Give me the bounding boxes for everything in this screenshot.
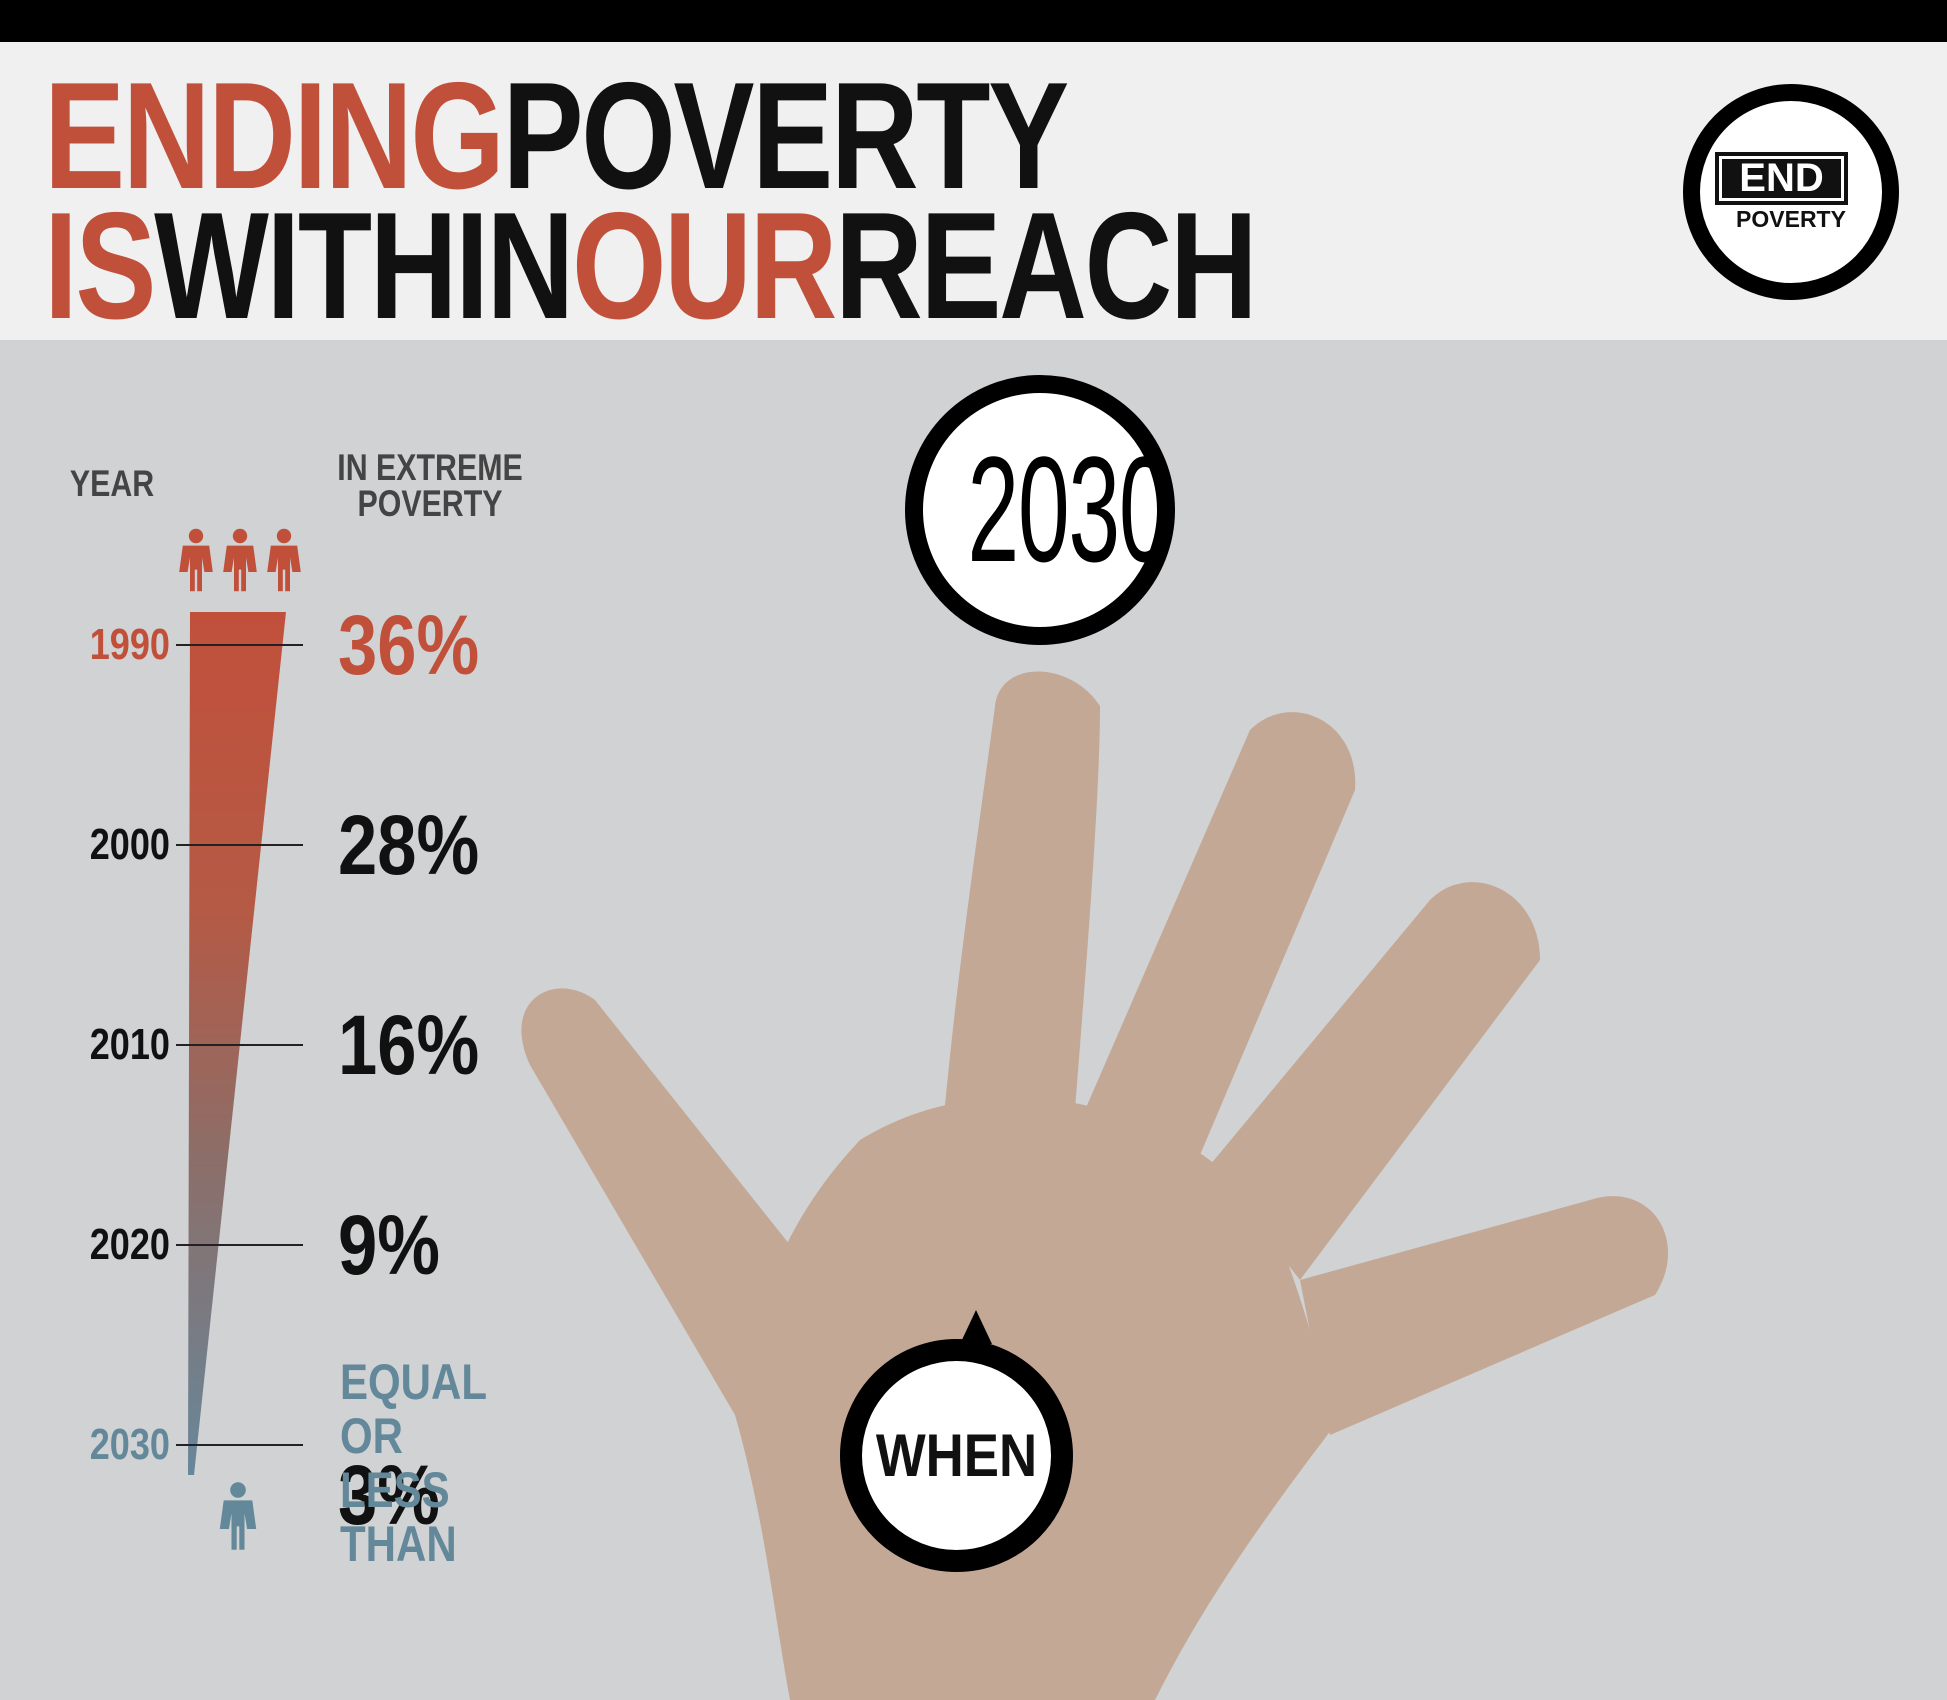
value-label-2030: 3% [338,1448,440,1542]
open-hand-illustration [521,671,1669,1700]
end-poverty-logo: END POVERTY [1683,84,1899,300]
title-line-1: ENDINGPOVERTY [44,60,1069,212]
three-people-icon-1 [179,528,213,592]
target-year-text: 2030 [967,425,1170,593]
when-text: WHEN [875,1422,1038,1489]
value-label-2010: 16% [338,998,480,1092]
hand-thumb [521,988,880,1415]
when-badge: WHEN [840,1339,1073,1572]
title-line-1-word-1: ENDING [44,51,505,221]
logo-end-text: END [1715,152,1848,205]
finger-index [945,671,1100,1110]
value-label-2000: 28% [338,798,480,892]
title-line-2-word-4: REACH [834,181,1258,351]
poverty-wedge [188,612,286,1475]
note-2030: EQUAL OR LESS THAN [340,1354,487,1572]
poverty-wedge-chart [176,612,303,1475]
title-line-2-word-2: WITHIN [154,181,574,351]
year-label-2030: 2030 [89,1420,170,1469]
finger-middle [1085,712,1356,1155]
value-label-2020: 9% [338,1198,440,1292]
title-line-2: ISWITHINOURREACH [44,190,1258,342]
year-label-1990: 1990 [89,620,170,669]
three-people-icon-2 [223,528,257,592]
poverty-column-header: IN EXTREME POVERTY [337,447,523,524]
header-band [0,42,1947,340]
year-label-2020: 2020 [89,1220,170,1269]
top-bar [0,0,1947,42]
value-label-1990: 36% [338,598,480,692]
year-label-2010: 2010 [89,1020,170,1069]
target-year-badge: 2030 [905,375,1175,645]
finger-ring [1210,882,1540,1280]
finger-pinky [1300,1196,1669,1435]
title-line-2-word-1: IS [44,181,156,351]
single-person-icon [219,1482,257,1550]
title-line-2-word-3: OUR [571,181,837,351]
year-label-2000: 2000 [89,820,170,869]
title-line-1-word-2: POVERTY [502,51,1070,221]
three-people-icon-3 [267,528,301,592]
logo-poverty-text: POVERTY [1736,206,1846,232]
year-column-header: YEAR [69,463,155,504]
people-icons [179,528,301,1550]
when-pointer-icon [960,1310,992,1344]
